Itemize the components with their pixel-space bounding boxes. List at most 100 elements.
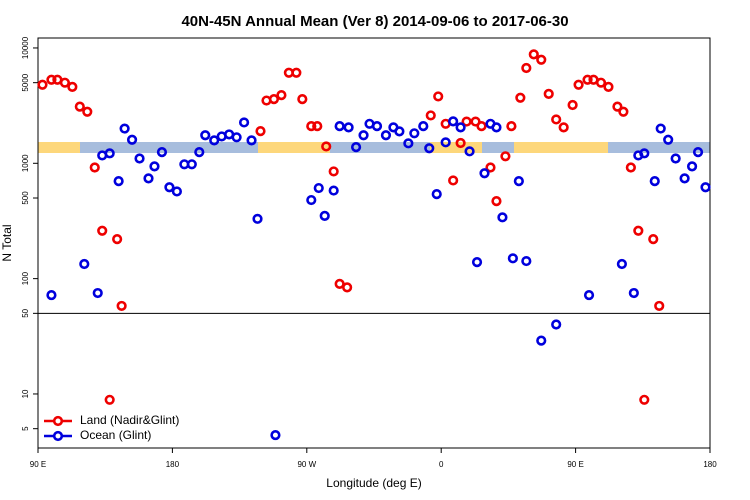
plot-frame bbox=[37, 37, 711, 449]
x-tick-label: 180 bbox=[166, 460, 180, 469]
point bbox=[700, 182, 711, 193]
point bbox=[46, 74, 57, 85]
point bbox=[119, 123, 130, 134]
point bbox=[497, 212, 508, 223]
point bbox=[97, 225, 108, 236]
point bbox=[79, 258, 90, 270]
point bbox=[582, 74, 593, 85]
x-tick-label: 90 W bbox=[297, 460, 316, 469]
legend-entry: Ocean (Glint) bbox=[44, 428, 151, 442]
x-tick-label: 0 bbox=[439, 460, 444, 469]
point bbox=[164, 182, 175, 193]
point bbox=[371, 121, 383, 132]
point bbox=[461, 116, 472, 127]
point bbox=[583, 289, 595, 301]
point bbox=[491, 122, 502, 133]
point bbox=[448, 175, 459, 186]
point bbox=[409, 128, 420, 139]
x-tick-label: 180 bbox=[703, 460, 717, 469]
point bbox=[425, 110, 436, 121]
point bbox=[528, 49, 539, 60]
ocean-band bbox=[608, 142, 710, 153]
legend-marker bbox=[52, 430, 64, 442]
point bbox=[238, 117, 250, 128]
point bbox=[350, 142, 362, 153]
point bbox=[268, 94, 280, 105]
point bbox=[551, 319, 562, 330]
point bbox=[543, 88, 554, 99]
point bbox=[104, 148, 115, 159]
point bbox=[394, 126, 405, 137]
point bbox=[464, 146, 475, 157]
point bbox=[321, 141, 332, 152]
point bbox=[431, 189, 442, 200]
y-tick-label: 500 bbox=[21, 191, 30, 205]
point bbox=[104, 394, 115, 405]
y-tick-label: 5 bbox=[21, 426, 30, 431]
point bbox=[649, 176, 660, 187]
point bbox=[567, 99, 578, 111]
point bbox=[476, 121, 487, 132]
point bbox=[603, 81, 614, 92]
point bbox=[485, 162, 496, 173]
legend-marker bbox=[52, 415, 64, 427]
point bbox=[440, 137, 451, 148]
point bbox=[471, 257, 483, 268]
point bbox=[312, 121, 323, 132]
point bbox=[134, 153, 145, 164]
point bbox=[276, 90, 287, 101]
point bbox=[513, 176, 524, 187]
y-tick-label: 50 bbox=[21, 308, 30, 317]
point bbox=[612, 101, 623, 112]
point bbox=[479, 168, 490, 179]
point bbox=[306, 194, 317, 206]
point bbox=[491, 196, 502, 207]
point bbox=[521, 255, 532, 267]
point bbox=[116, 300, 127, 312]
point bbox=[358, 130, 369, 141]
point bbox=[573, 79, 584, 90]
point bbox=[343, 122, 354, 133]
x-axis-label: Longitude (deg E) bbox=[326, 476, 421, 490]
surface-band bbox=[38, 142, 710, 153]
point bbox=[82, 106, 93, 117]
legend-label: Ocean (Glint) bbox=[80, 428, 151, 442]
y-tick-label: 10000 bbox=[21, 36, 30, 59]
legend-label: Land (Nadir&Glint) bbox=[80, 413, 179, 427]
point bbox=[679, 173, 690, 184]
point bbox=[171, 186, 182, 197]
point bbox=[149, 161, 160, 172]
chart-title: 40N-45N Annual Mean (Ver 8) 2014-09-06 t… bbox=[181, 13, 568, 30]
point bbox=[270, 429, 281, 441]
point bbox=[448, 116, 459, 127]
point bbox=[186, 159, 197, 170]
point bbox=[625, 162, 636, 173]
point bbox=[655, 123, 666, 134]
point bbox=[515, 92, 526, 103]
point bbox=[112, 234, 123, 245]
point bbox=[252, 213, 263, 224]
legend-entry: Land (Nadir&Glint) bbox=[44, 413, 179, 427]
point bbox=[200, 130, 211, 141]
point bbox=[334, 121, 345, 132]
point bbox=[143, 173, 154, 184]
point bbox=[633, 225, 644, 236]
point bbox=[500, 151, 511, 162]
point bbox=[113, 176, 124, 187]
ocean-band bbox=[80, 142, 258, 153]
point bbox=[551, 114, 562, 125]
point bbox=[328, 185, 339, 196]
point bbox=[59, 77, 70, 88]
x-tick-label: 90 E bbox=[30, 460, 46, 469]
point bbox=[536, 335, 547, 346]
point bbox=[246, 135, 257, 146]
point bbox=[74, 101, 85, 112]
point bbox=[616, 258, 627, 270]
point bbox=[618, 106, 629, 117]
point bbox=[156, 147, 168, 158]
point bbox=[255, 126, 266, 137]
ocean-band bbox=[482, 142, 514, 153]
point bbox=[536, 54, 547, 65]
point bbox=[507, 253, 518, 264]
